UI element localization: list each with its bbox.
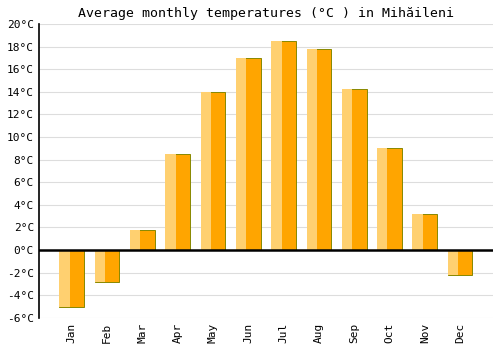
Bar — [377, 148, 388, 250]
Bar — [306, 49, 331, 250]
Bar — [448, 250, 472, 275]
Bar — [236, 58, 246, 250]
Bar — [60, 250, 84, 307]
Bar — [377, 148, 402, 250]
Bar — [130, 230, 155, 250]
Title: Average monthly temperatures (°C ) in Mihăileni: Average monthly temperatures (°C ) in Mi… — [78, 7, 454, 20]
Bar — [166, 154, 190, 250]
Bar — [342, 90, 352, 250]
Bar — [166, 154, 175, 250]
Bar — [94, 250, 105, 282]
Bar — [200, 92, 226, 250]
Bar — [306, 49, 317, 250]
Bar — [271, 41, 296, 250]
Bar — [412, 214, 423, 250]
Bar — [200, 92, 211, 250]
Bar — [271, 41, 281, 250]
Bar — [60, 250, 70, 307]
Bar — [448, 250, 458, 275]
Bar — [342, 90, 366, 250]
Bar — [412, 214, 437, 250]
Bar — [236, 58, 260, 250]
Bar — [94, 250, 120, 282]
Bar — [130, 230, 140, 250]
